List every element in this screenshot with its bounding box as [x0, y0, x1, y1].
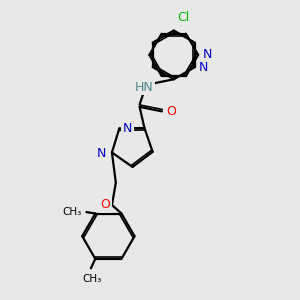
Text: N: N — [202, 48, 212, 62]
Text: Cl: Cl — [177, 11, 190, 24]
Text: N: N — [199, 61, 208, 74]
Text: N: N — [97, 148, 106, 160]
Text: CH₃: CH₃ — [63, 207, 82, 217]
Text: CH₃: CH₃ — [83, 274, 102, 284]
Text: O: O — [100, 199, 110, 212]
Text: N: N — [123, 122, 132, 135]
Text: HN: HN — [135, 81, 153, 94]
Text: O: O — [166, 105, 175, 118]
